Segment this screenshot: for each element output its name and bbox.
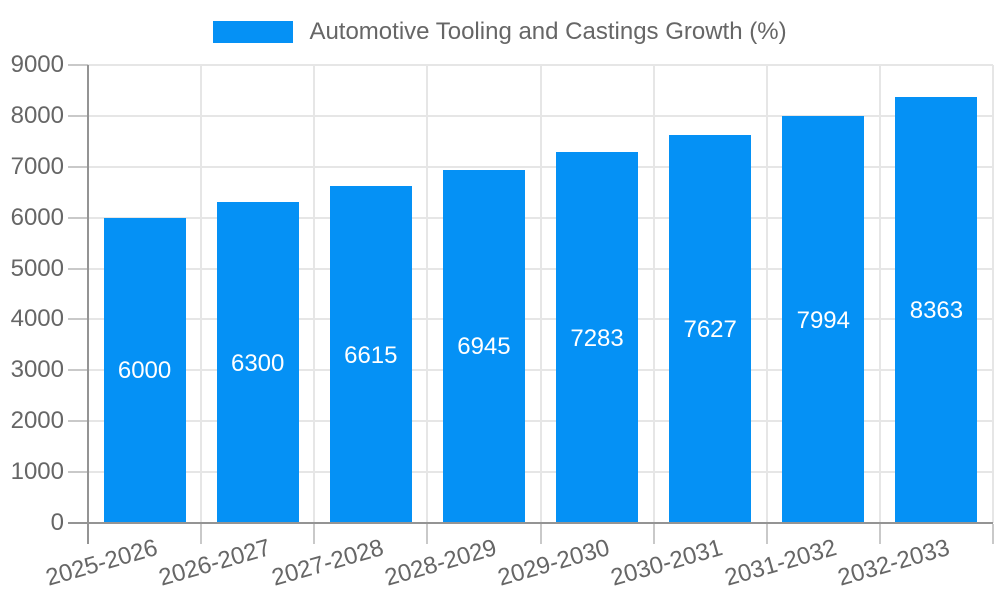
bar[interactable] bbox=[442, 169, 525, 522]
plot-area: 6000 6300 6615 6945 7283 7627 7994 8363 bbox=[68, 64, 994, 544]
x-tick bbox=[992, 524, 994, 544]
bar-value-label: 7283 bbox=[570, 324, 624, 352]
x-tick bbox=[313, 524, 316, 544]
y-tick bbox=[68, 64, 88, 66]
y-tick-label: 1000 bbox=[10, 458, 64, 486]
x-gridline bbox=[878, 65, 881, 523]
y-axis-line bbox=[87, 65, 89, 543]
legend-swatch bbox=[213, 21, 294, 43]
bar-value-label: 7994 bbox=[796, 306, 850, 334]
bar[interactable] bbox=[556, 152, 639, 522]
y-tick-label: 0 bbox=[50, 509, 64, 536]
y-tick bbox=[68, 267, 88, 270]
bar[interactable] bbox=[329, 186, 412, 522]
x-gridline bbox=[200, 65, 203, 523]
bar[interactable] bbox=[103, 217, 186, 522]
y-tick bbox=[68, 114, 88, 117]
x-tick bbox=[765, 524, 768, 544]
y-tick-label: 9000 bbox=[10, 51, 64, 78]
y-tick-label: 4000 bbox=[10, 305, 64, 333]
x-gridline bbox=[426, 65, 429, 523]
bar[interactable] bbox=[782, 116, 865, 522]
x-tick-label: 2026-2027 bbox=[155, 534, 274, 592]
x-tick-label: 2031-2032 bbox=[721, 534, 840, 592]
bar[interactable] bbox=[895, 97, 978, 522]
y-tick bbox=[68, 471, 88, 474]
x-tick bbox=[426, 524, 429, 544]
y-tick bbox=[68, 165, 88, 168]
x-tick bbox=[200, 524, 203, 544]
y-tick bbox=[68, 216, 88, 219]
y-tick-label: 5000 bbox=[10, 254, 64, 282]
bar-value-label: 7627 bbox=[683, 315, 737, 343]
x-tick bbox=[539, 524, 542, 544]
x-tick-label: 2029-2030 bbox=[495, 534, 613, 592]
x-gridline bbox=[652, 65, 655, 523]
x-gridline bbox=[313, 65, 316, 523]
y-tick-label: 7000 bbox=[10, 152, 64, 180]
bar-value-label: 6300 bbox=[230, 349, 285, 377]
y-tick bbox=[68, 420, 88, 423]
y-tick bbox=[68, 318, 88, 321]
legend-label: Automotive Tooling and Castings Growth (… bbox=[309, 18, 787, 45]
x-gridline bbox=[539, 65, 542, 523]
y-tick-label: 8000 bbox=[10, 101, 64, 129]
y-tick-label: 3000 bbox=[10, 356, 64, 384]
y-tick-label: 6000 bbox=[10, 203, 64, 231]
bar-value-label: 6000 bbox=[117, 357, 172, 385]
x-gridline bbox=[992, 65, 994, 523]
x-tick-label: 2030-2031 bbox=[608, 534, 727, 592]
bar-value-label: 6945 bbox=[457, 333, 511, 361]
x-tick-label: 2032-2033 bbox=[834, 534, 953, 592]
y-tick bbox=[68, 369, 88, 372]
x-tick-label: 2025-2026 bbox=[42, 534, 161, 592]
bar[interactable] bbox=[216, 202, 299, 522]
bar[interactable] bbox=[669, 134, 752, 522]
bar-value-label: 8363 bbox=[909, 297, 964, 325]
bar-value-label: 6615 bbox=[344, 341, 398, 369]
y-tick-label: 2000 bbox=[10, 407, 64, 435]
x-axis-line bbox=[68, 522, 993, 524]
x-gridline bbox=[765, 65, 768, 523]
x-tick bbox=[652, 524, 655, 544]
x-tick-label: 2027-2028 bbox=[268, 534, 387, 592]
legend[interactable]: Automotive Tooling and Castings Growth (… bbox=[0, 19, 1000, 45]
x-tick-label: 2028-2029 bbox=[382, 534, 500, 592]
x-tick bbox=[878, 524, 881, 544]
